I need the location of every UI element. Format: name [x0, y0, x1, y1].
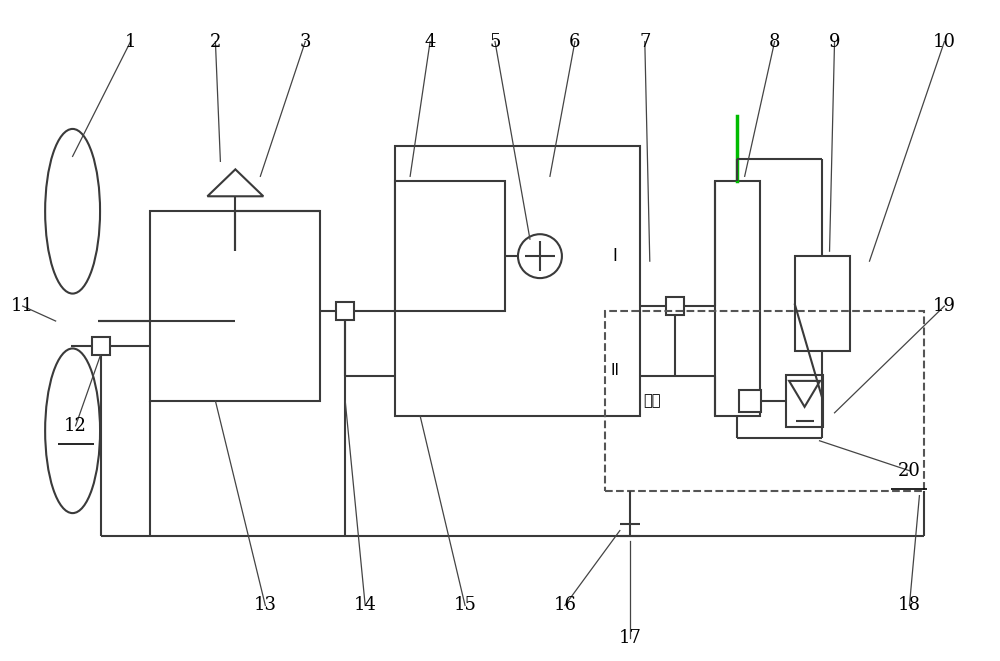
Text: 4: 4 — [424, 32, 436, 51]
Text: 2: 2 — [210, 32, 221, 51]
Text: 6: 6 — [569, 32, 581, 51]
Text: 14: 14 — [354, 596, 377, 615]
Bar — [739, 390, 761, 412]
Text: 11: 11 — [11, 297, 34, 315]
Text: 9: 9 — [829, 32, 840, 51]
Text: 3: 3 — [300, 32, 311, 51]
Bar — [92, 337, 110, 355]
Text: 16: 16 — [553, 596, 576, 615]
Polygon shape — [207, 169, 263, 196]
Bar — [795, 256, 850, 351]
Text: 8: 8 — [769, 32, 780, 51]
Text: 20: 20 — [898, 461, 921, 480]
Bar — [150, 212, 320, 401]
Bar — [666, 297, 684, 315]
Text: 17: 17 — [618, 629, 641, 647]
Text: 5: 5 — [489, 32, 501, 51]
Polygon shape — [789, 381, 820, 407]
Text: 7: 7 — [639, 32, 650, 51]
Bar — [395, 146, 640, 416]
Ellipse shape — [45, 129, 100, 293]
Bar — [395, 181, 505, 311]
Bar — [715, 181, 760, 416]
Bar — [786, 375, 823, 427]
Text: 10: 10 — [933, 32, 956, 51]
Circle shape — [518, 234, 562, 278]
Text: 13: 13 — [254, 596, 277, 615]
Text: I: I — [612, 247, 617, 265]
Text: 18: 18 — [898, 596, 921, 615]
Text: 12: 12 — [64, 417, 87, 435]
Text: 室内: 室内 — [643, 393, 660, 408]
Ellipse shape — [45, 348, 100, 513]
Bar — [605, 311, 924, 490]
Text: II: II — [610, 364, 619, 378]
Bar — [336, 302, 354, 320]
Text: 15: 15 — [454, 596, 476, 615]
Text: 1: 1 — [125, 32, 136, 51]
Text: 19: 19 — [933, 297, 956, 315]
